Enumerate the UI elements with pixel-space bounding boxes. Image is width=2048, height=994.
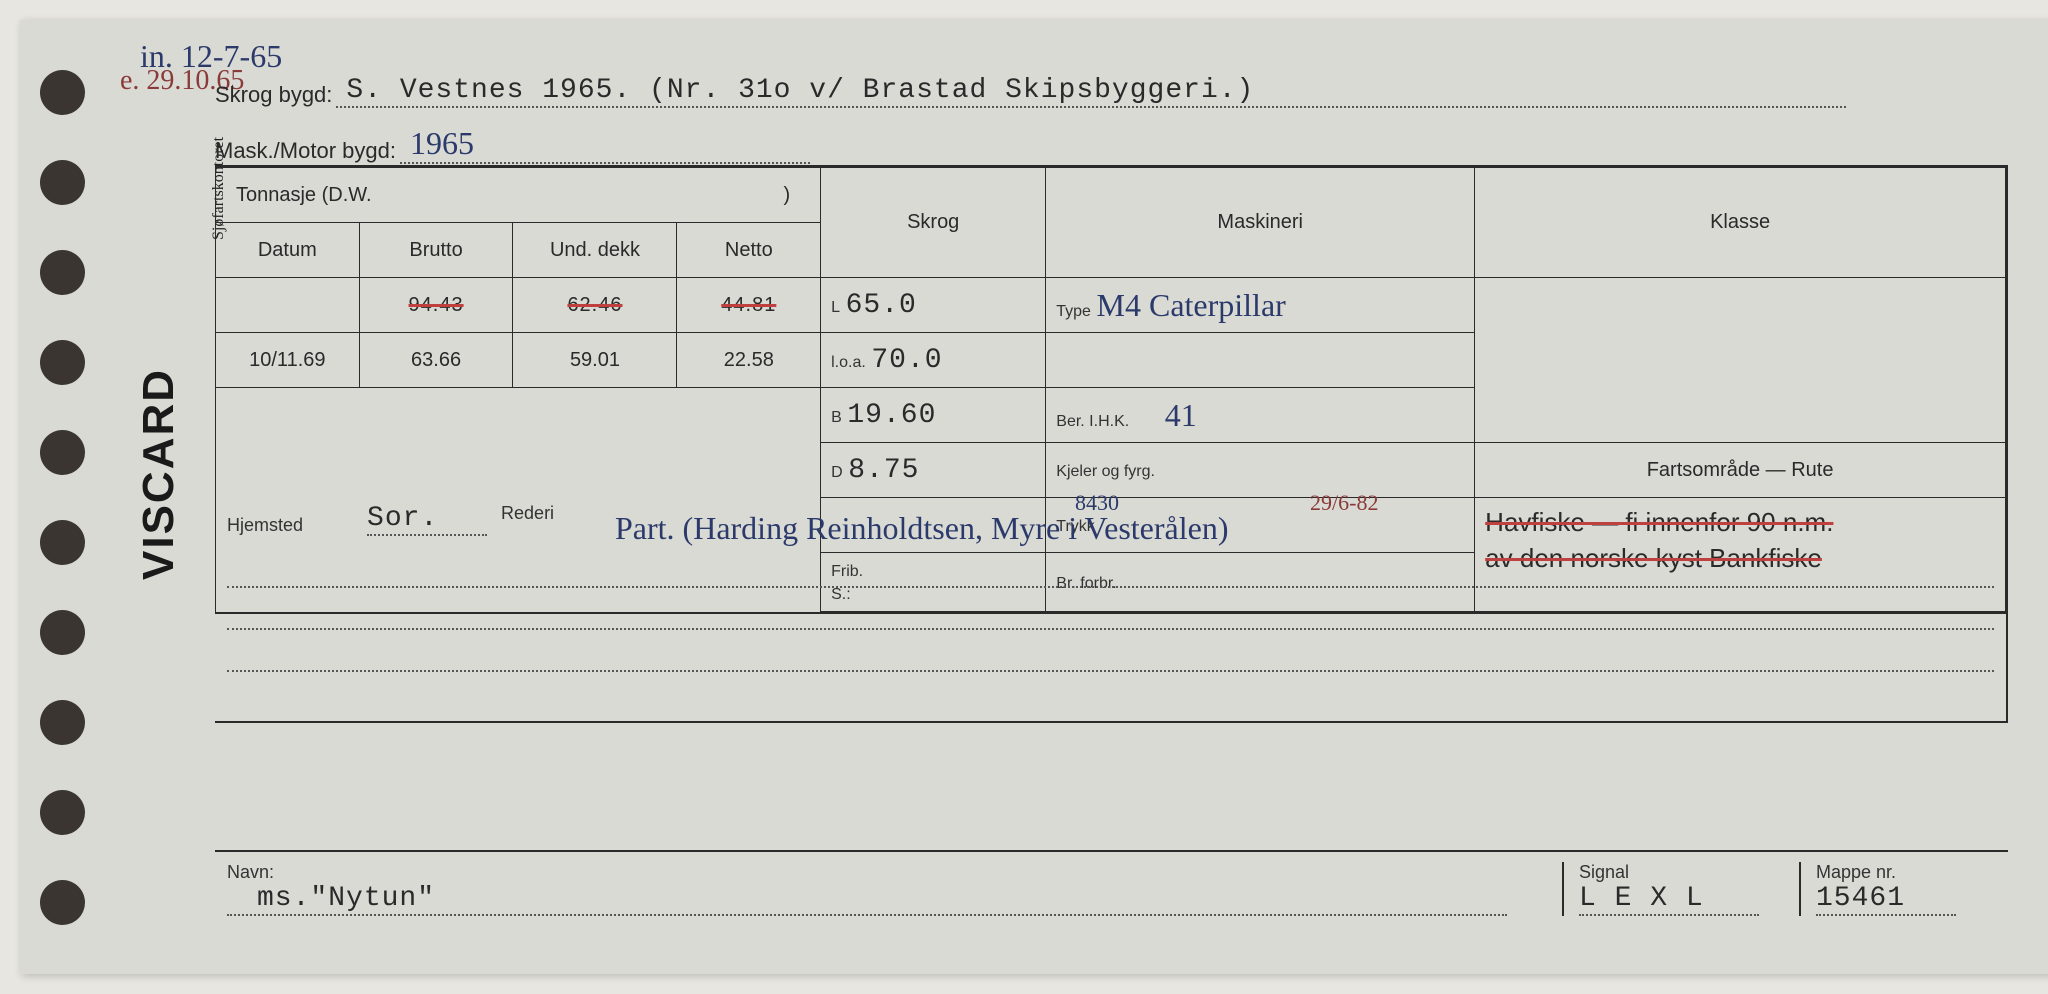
cell-datum-2: 10/11.69 — [216, 333, 360, 388]
L-label: L — [831, 299, 840, 316]
hole — [40, 160, 85, 205]
col-brutto: Brutto — [359, 223, 513, 278]
tonnasje-title: Tonnasje (D.W. — [236, 184, 372, 206]
loa-value: 70.0 — [871, 345, 942, 376]
navn-row: Navn: ms."Nytun" Signal L E X L Mappe nr… — [215, 850, 2008, 926]
ber-value: 41 — [1135, 397, 1197, 433]
B-value: 19.60 — [847, 400, 936, 431]
skrog-bygd-row: Skrog bygd: S. Vestnes 1965. (Nr. 31o v/… — [215, 75, 2048, 108]
skrog-header: Skrog — [821, 168, 1046, 278]
hjemsted-row: Hjemsted Sor. Rederi Part. (Harding Rein… — [215, 495, 2008, 723]
maskineri-empty — [1046, 333, 1475, 388]
hole — [40, 250, 85, 295]
maskineri-header: Maskineri — [1046, 168, 1475, 278]
cell-unddekk-1: 62.46 — [513, 278, 677, 333]
col-netto: Netto — [677, 223, 821, 278]
D-label: D — [831, 464, 843, 481]
skrog-bygd-value: S. Vestnes 1965. (Nr. 31o v/ Brastad Ski… — [336, 75, 1846, 108]
hole — [40, 520, 85, 565]
motor-bygd-row: Mask./Motor bygd: 1965 — [215, 125, 2048, 164]
rederi-note2: 29/6-82 — [1310, 490, 1378, 516]
type-label: Type — [1056, 303, 1091, 320]
cell-netto-1: 44.81 — [677, 278, 821, 333]
hole — [40, 610, 85, 655]
hole — [40, 790, 85, 835]
ber-label: Ber. I.H.K. — [1056, 413, 1129, 430]
farts-label: Fartsområde — Rute — [1475, 443, 2006, 498]
B-label: B — [831, 409, 842, 426]
rederi-value: Part. (Harding Reinholdtsen, Myre i Vest… — [615, 510, 1228, 547]
klasse-header: Klasse — [1475, 168, 2006, 278]
brand-viscard: VISCARD — [134, 368, 184, 580]
loa-label: l.o.a. — [831, 354, 866, 371]
cell-netto-2: 22.58 — [677, 333, 821, 388]
hole — [40, 70, 85, 115]
punch-holes — [40, 70, 85, 925]
tonnasje-close: ) — [783, 184, 810, 207]
card-content: in. 12-7-65 e. 29.10.65 Skrog bygd: S. V… — [215, 50, 2048, 954]
col-datum: Datum — [216, 223, 360, 278]
signal-label: Signal — [1579, 862, 1629, 882]
rederi-note1: 8430 — [1075, 490, 1119, 516]
mappe-label: Mappe nr. — [1816, 862, 1896, 882]
col-unddekk: Und. dekk — [513, 223, 677, 278]
index-card: VISCARD Sjøfartskontoret in. 12-7-65 e. … — [20, 20, 2048, 974]
cell-unddekk-2: 59.01 — [513, 333, 677, 388]
L-value: 65.0 — [846, 290, 917, 321]
klasse-empty — [1475, 278, 2006, 443]
skrog-bygd-label: Skrog bygd: — [215, 82, 332, 107]
cell-brutto-2: 63.66 — [359, 333, 513, 388]
type-value: M4 Caterpillar — [1097, 287, 1286, 323]
signal-value: L E X L — [1579, 883, 1759, 916]
motor-bygd-value: 1965 — [400, 125, 810, 164]
hjemsted-value: Sor. — [367, 503, 487, 536]
navn-value: ms."Nytun" — [227, 883, 1507, 916]
navn-label: Navn: — [227, 862, 274, 882]
hole — [40, 880, 85, 925]
hole — [40, 430, 85, 475]
motor-bygd-label: Mask./Motor bygd: — [215, 138, 396, 163]
hole — [40, 700, 85, 745]
cell-brutto-1: 94.43 — [359, 278, 513, 333]
hjemsted-label: Hjemsted — [227, 515, 303, 535]
hole — [40, 340, 85, 385]
cell-datum-1 — [216, 278, 360, 333]
rederi-label: Rederi — [501, 503, 554, 523]
mappe-value: 15461 — [1816, 883, 1956, 916]
D-value: 8.75 — [848, 455, 919, 486]
kjeler-label: Kjeler og fyrg. — [1056, 463, 1155, 480]
